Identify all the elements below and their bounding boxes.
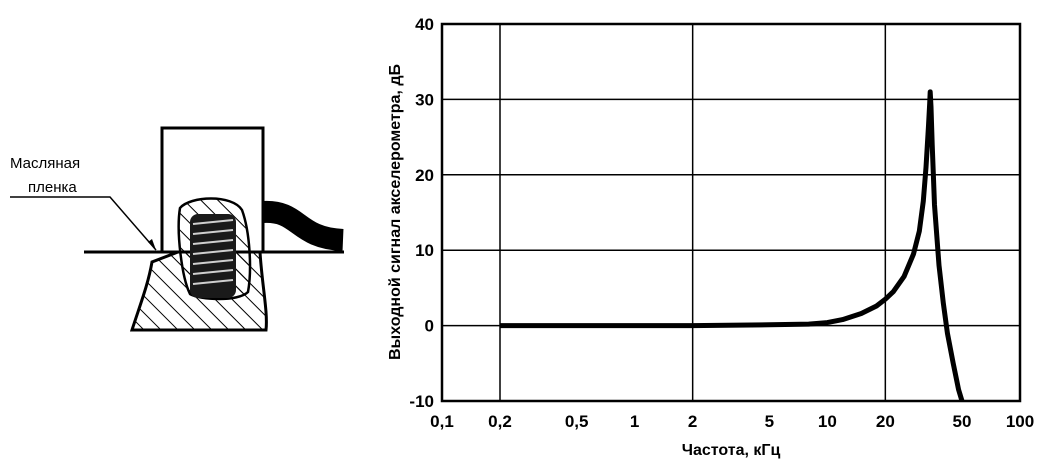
callout-arrowhead [148,239,156,250]
x-tick-labels: 0,1 0,2 0,5 1 2 5 10 20 50 100 [430,412,1034,431]
x-tick-label: 0,1 [430,412,454,431]
y-tick-label: 40 [415,15,434,34]
y-tick-label: 0 [425,317,434,336]
x-axis-label: Частота, кГц [682,442,781,459]
series-line [500,89,965,401]
y-axis-label: Выходной сигнал акселерометра, дБ [387,64,404,360]
x-tick-label: 5 [765,412,774,431]
x-tick-label: 100 [1006,412,1034,431]
y-tick-label: 20 [415,166,434,185]
y-tick-labels: -10 0 10 20 30 40 [409,15,434,411]
mounting-diagram: Масляная пленка [10,126,344,332]
callout-line2: пленка [28,179,77,196]
x-tick-label: 2 [688,412,697,431]
threaded-stud [190,214,236,298]
x-tick-label: 0,5 [565,412,589,431]
y-tick-label: 30 [415,90,434,109]
chart: 0,1 0,2 0,5 1 2 5 10 20 50 100 -10 0 10 20 30 40 Часто… [387,15,1034,459]
x-tick-label: 10 [818,412,837,431]
x-tick-label: 1 [630,412,639,431]
y-tick-label: 10 [415,241,434,260]
callout-leader [10,196,157,251]
callout-line1: Масляная [10,155,80,172]
x-tick-label: 0,2 [488,412,512,431]
plot-frame [440,22,1022,403]
x-tick-label: 50 [953,412,972,431]
x-tick-label: 20 [876,412,895,431]
stud-threads [192,219,234,285]
y-tick-label: -10 [409,392,434,411]
cable [262,200,344,251]
